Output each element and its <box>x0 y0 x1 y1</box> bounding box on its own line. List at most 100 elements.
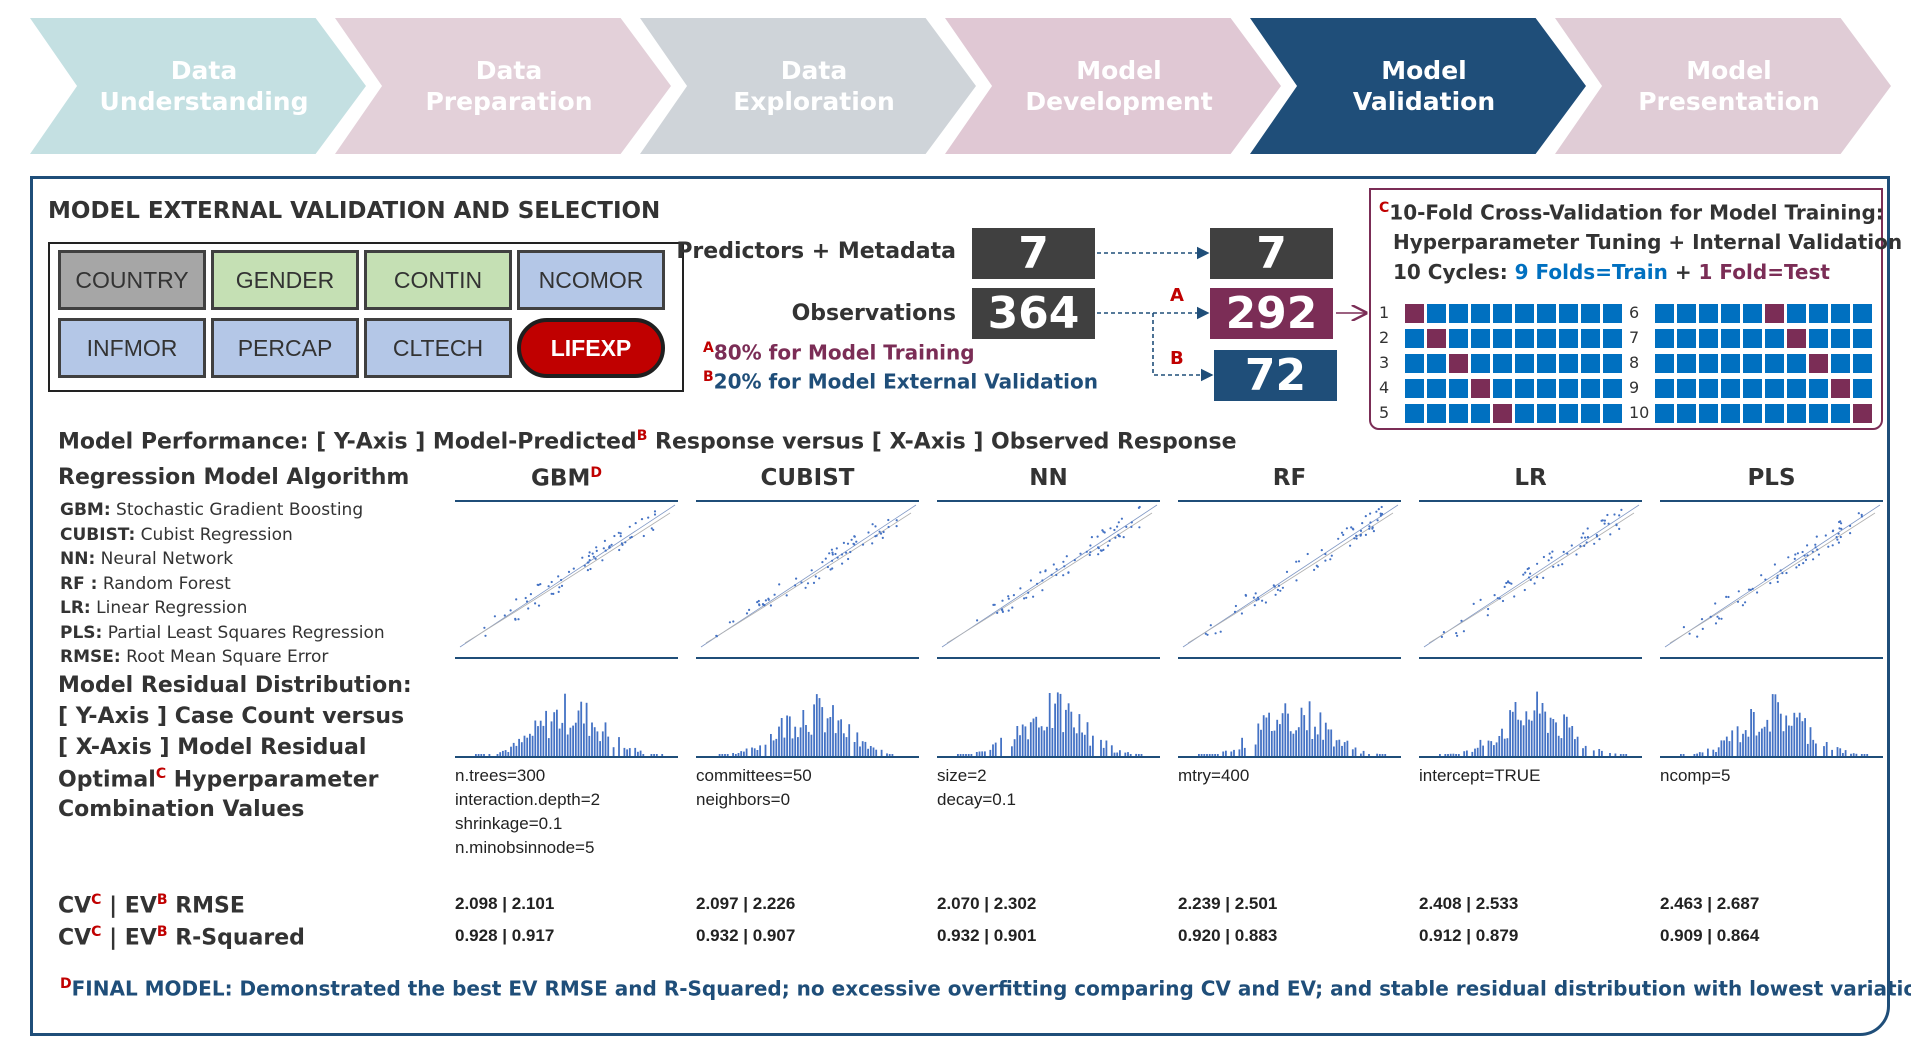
scatter-point <box>1039 571 1042 574</box>
scatter-point <box>836 556 839 559</box>
scatter-point <box>610 543 613 546</box>
scatter-point <box>818 577 821 580</box>
scatter-point <box>524 596 527 600</box>
scatter-point <box>829 568 832 571</box>
scatter-point <box>595 549 598 552</box>
fold-train <box>1449 304 1468 323</box>
fold-train <box>1603 354 1622 373</box>
scatter-point <box>1276 588 1279 591</box>
histogram-bar <box>821 707 824 756</box>
histogram-bar <box>1070 711 1073 756</box>
histogram-bar <box>1384 754 1387 756</box>
histogram-bar <box>1844 750 1847 756</box>
rmse-row-label: CVC | EVB RMSE <box>58 892 245 918</box>
histogram-bar <box>1024 726 1027 756</box>
predictors-count-out: 7 <box>1210 228 1333 279</box>
histogram-bar <box>888 754 891 756</box>
histogram-bar <box>1525 711 1528 756</box>
fold-train <box>1559 354 1578 373</box>
model-rule <box>696 756 919 758</box>
scatter-point <box>1600 519 1603 522</box>
scatter-point <box>619 532 622 535</box>
scatter-point <box>653 510 657 513</box>
fold-train <box>1699 379 1718 398</box>
note-train-text: 80% for Model Training <box>713 340 975 365</box>
rsq-value: 0.932 | 0.907 <box>696 926 796 945</box>
rmse-ev-marker: B <box>156 892 168 908</box>
fold-train <box>1581 379 1600 398</box>
histogram-bar <box>1137 754 1140 756</box>
test-count: 72 <box>1214 350 1337 401</box>
histogram-bar <box>1081 732 1083 756</box>
cv-line-3-prefix: 10 Cycles: <box>1393 260 1515 284</box>
scatter-point <box>1840 527 1843 530</box>
scatter-point <box>1472 602 1475 605</box>
histogram-bar <box>1782 731 1785 756</box>
scatter-point <box>1718 617 1721 620</box>
rsq-label: R-Squared <box>175 925 305 951</box>
scatter-point <box>1279 589 1282 592</box>
scatter-point <box>1839 535 1842 539</box>
scatter-point <box>1688 632 1691 635</box>
histogram-bar <box>475 754 477 756</box>
histogram-bar <box>786 715 788 756</box>
scatter-point <box>855 540 858 543</box>
histogram-bar <box>628 748 631 756</box>
abbreviation-key: RF : <box>60 573 98 594</box>
histogram-bar <box>1538 713 1541 756</box>
fold-test <box>1405 304 1424 323</box>
fold-train <box>1655 354 1674 373</box>
model-name-text: CUBIST <box>760 465 855 491</box>
histogram-bar <box>1712 749 1715 756</box>
histogram-bar <box>724 754 726 756</box>
scatter-point <box>1507 581 1510 584</box>
model-rule <box>1660 500 1883 502</box>
fold-train <box>1831 404 1850 423</box>
scatter-point <box>1052 563 1055 566</box>
scatter-point <box>842 541 845 544</box>
scatter-point <box>1375 510 1378 513</box>
scatter-point <box>1007 597 1010 600</box>
histogram-bar <box>778 726 780 756</box>
note-test-marker: B <box>703 369 714 385</box>
cv-line-1-text: 10-Fold Cross-Validation for Model Train… <box>1389 200 1884 225</box>
process-step-label: Data Preparation <box>425 56 593 116</box>
scatter-point <box>624 541 627 544</box>
histogram-bar <box>1528 719 1530 756</box>
scatter-point <box>537 604 541 607</box>
scatter-point <box>1749 588 1752 591</box>
histogram-bar <box>1206 754 1208 756</box>
scatter-point <box>1330 554 1333 557</box>
histogram-bar <box>1511 711 1514 756</box>
scatter-point <box>1795 566 1798 569</box>
histogram-bar <box>569 727 572 756</box>
histogram-bar <box>1327 729 1330 756</box>
scatter-point <box>879 532 883 535</box>
histogram-bar <box>1801 721 1804 756</box>
scatter-point <box>1036 582 1039 585</box>
histogram-bar <box>1471 751 1474 756</box>
scatter-point <box>1803 554 1806 557</box>
histogram-bar <box>1609 753 1611 756</box>
histogram-bar <box>872 747 875 756</box>
histogram-bar <box>1680 754 1682 756</box>
histogram-bar <box>1262 715 1265 756</box>
scatter-point <box>619 535 622 538</box>
abbreviation-key: NN: <box>60 549 96 569</box>
scatter-point <box>773 593 776 596</box>
scatter-point <box>1811 550 1814 553</box>
fold-train <box>1743 404 1762 423</box>
histogram-bar <box>1297 727 1300 756</box>
scatter-point <box>1096 535 1099 538</box>
identity-line <box>941 504 1158 648</box>
process-step-label: Model Development <box>1025 56 1213 116</box>
histogram-bar <box>1769 731 1771 756</box>
histogram-bar <box>1067 703 1070 756</box>
fold-train <box>1493 304 1512 323</box>
scatter-point <box>591 552 594 555</box>
histogram-bar <box>1779 713 1782 756</box>
scatter-point <box>1313 568 1316 571</box>
scatter-point <box>1548 552 1551 555</box>
histogram-bar <box>1368 754 1370 756</box>
histogram-bar <box>1717 747 1720 756</box>
